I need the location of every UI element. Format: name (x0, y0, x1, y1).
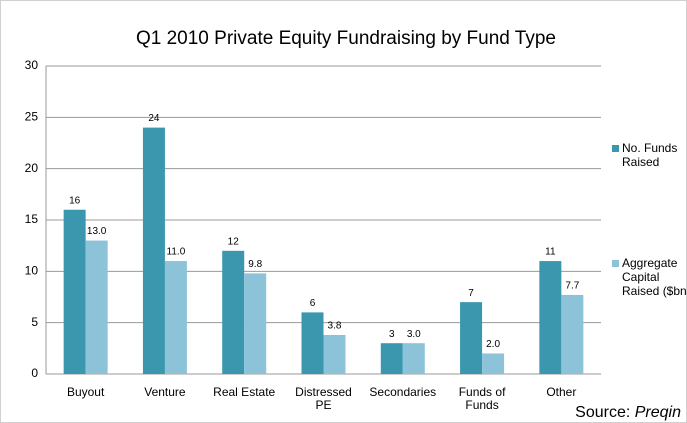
legend-label: No. Funds Raised (622, 141, 678, 169)
value-label: 13.0 (87, 226, 107, 237)
bar (63, 209, 86, 374)
bar (482, 353, 505, 374)
bar (244, 273, 267, 374)
source-label: Source: (575, 404, 631, 421)
x-tick-label: Real Estate (213, 385, 276, 399)
value-label: 3.0 (407, 329, 421, 340)
value-label: 11 (545, 247, 556, 258)
y-tick-label: 25 (25, 110, 39, 124)
source: Source: Preqin (575, 404, 681, 422)
value-label: 2.0 (486, 339, 500, 350)
bar (142, 127, 165, 374)
bar (539, 261, 562, 374)
chart-title: Q1 2010 Private Equity Fundraising by Fu… (136, 28, 556, 49)
legend-label: Aggregate Capital Raised ($bn) (622, 256, 687, 298)
bar (222, 250, 245, 374)
bar (323, 334, 346, 374)
value-label: 6 (310, 298, 316, 309)
y-tick-label: 30 (25, 58, 39, 72)
y-tick-label: 15 (25, 212, 39, 226)
y-tick-label: 5 (31, 315, 38, 329)
value-label: 11.0 (167, 247, 186, 258)
bar (164, 261, 187, 374)
x-tick-label: Secondaries (369, 385, 437, 399)
x-tick-label: Other (546, 385, 577, 399)
value-label: 12 (228, 236, 240, 247)
y-tick-label: 0 (31, 366, 38, 380)
bar (380, 343, 403, 374)
bar (402, 343, 425, 374)
value-label: 24 (148, 113, 160, 124)
bar (460, 302, 483, 374)
value-label: 16 (69, 195, 81, 206)
y-tick-label: 20 (25, 161, 39, 175)
value-label: 3.8 (328, 321, 342, 332)
value-label: 3 (389, 329, 395, 340)
bar (85, 240, 108, 374)
x-tick-label: Distressed PE (295, 385, 352, 412)
source-name: Preqin (634, 404, 681, 421)
legend-swatch (612, 145, 619, 152)
value-label: 7 (468, 288, 474, 299)
value-label: 7.7 (565, 281, 579, 292)
bar (301, 312, 324, 374)
x-tick-label: Venture (144, 385, 186, 399)
bar (561, 294, 584, 374)
legend-swatch (612, 260, 619, 267)
x-tick-label: Funds of Funds (458, 385, 506, 412)
y-tick-label: 10 (25, 264, 39, 278)
x-tick-label: Buyout (66, 385, 105, 399)
value-label: 9.8 (248, 259, 262, 270)
